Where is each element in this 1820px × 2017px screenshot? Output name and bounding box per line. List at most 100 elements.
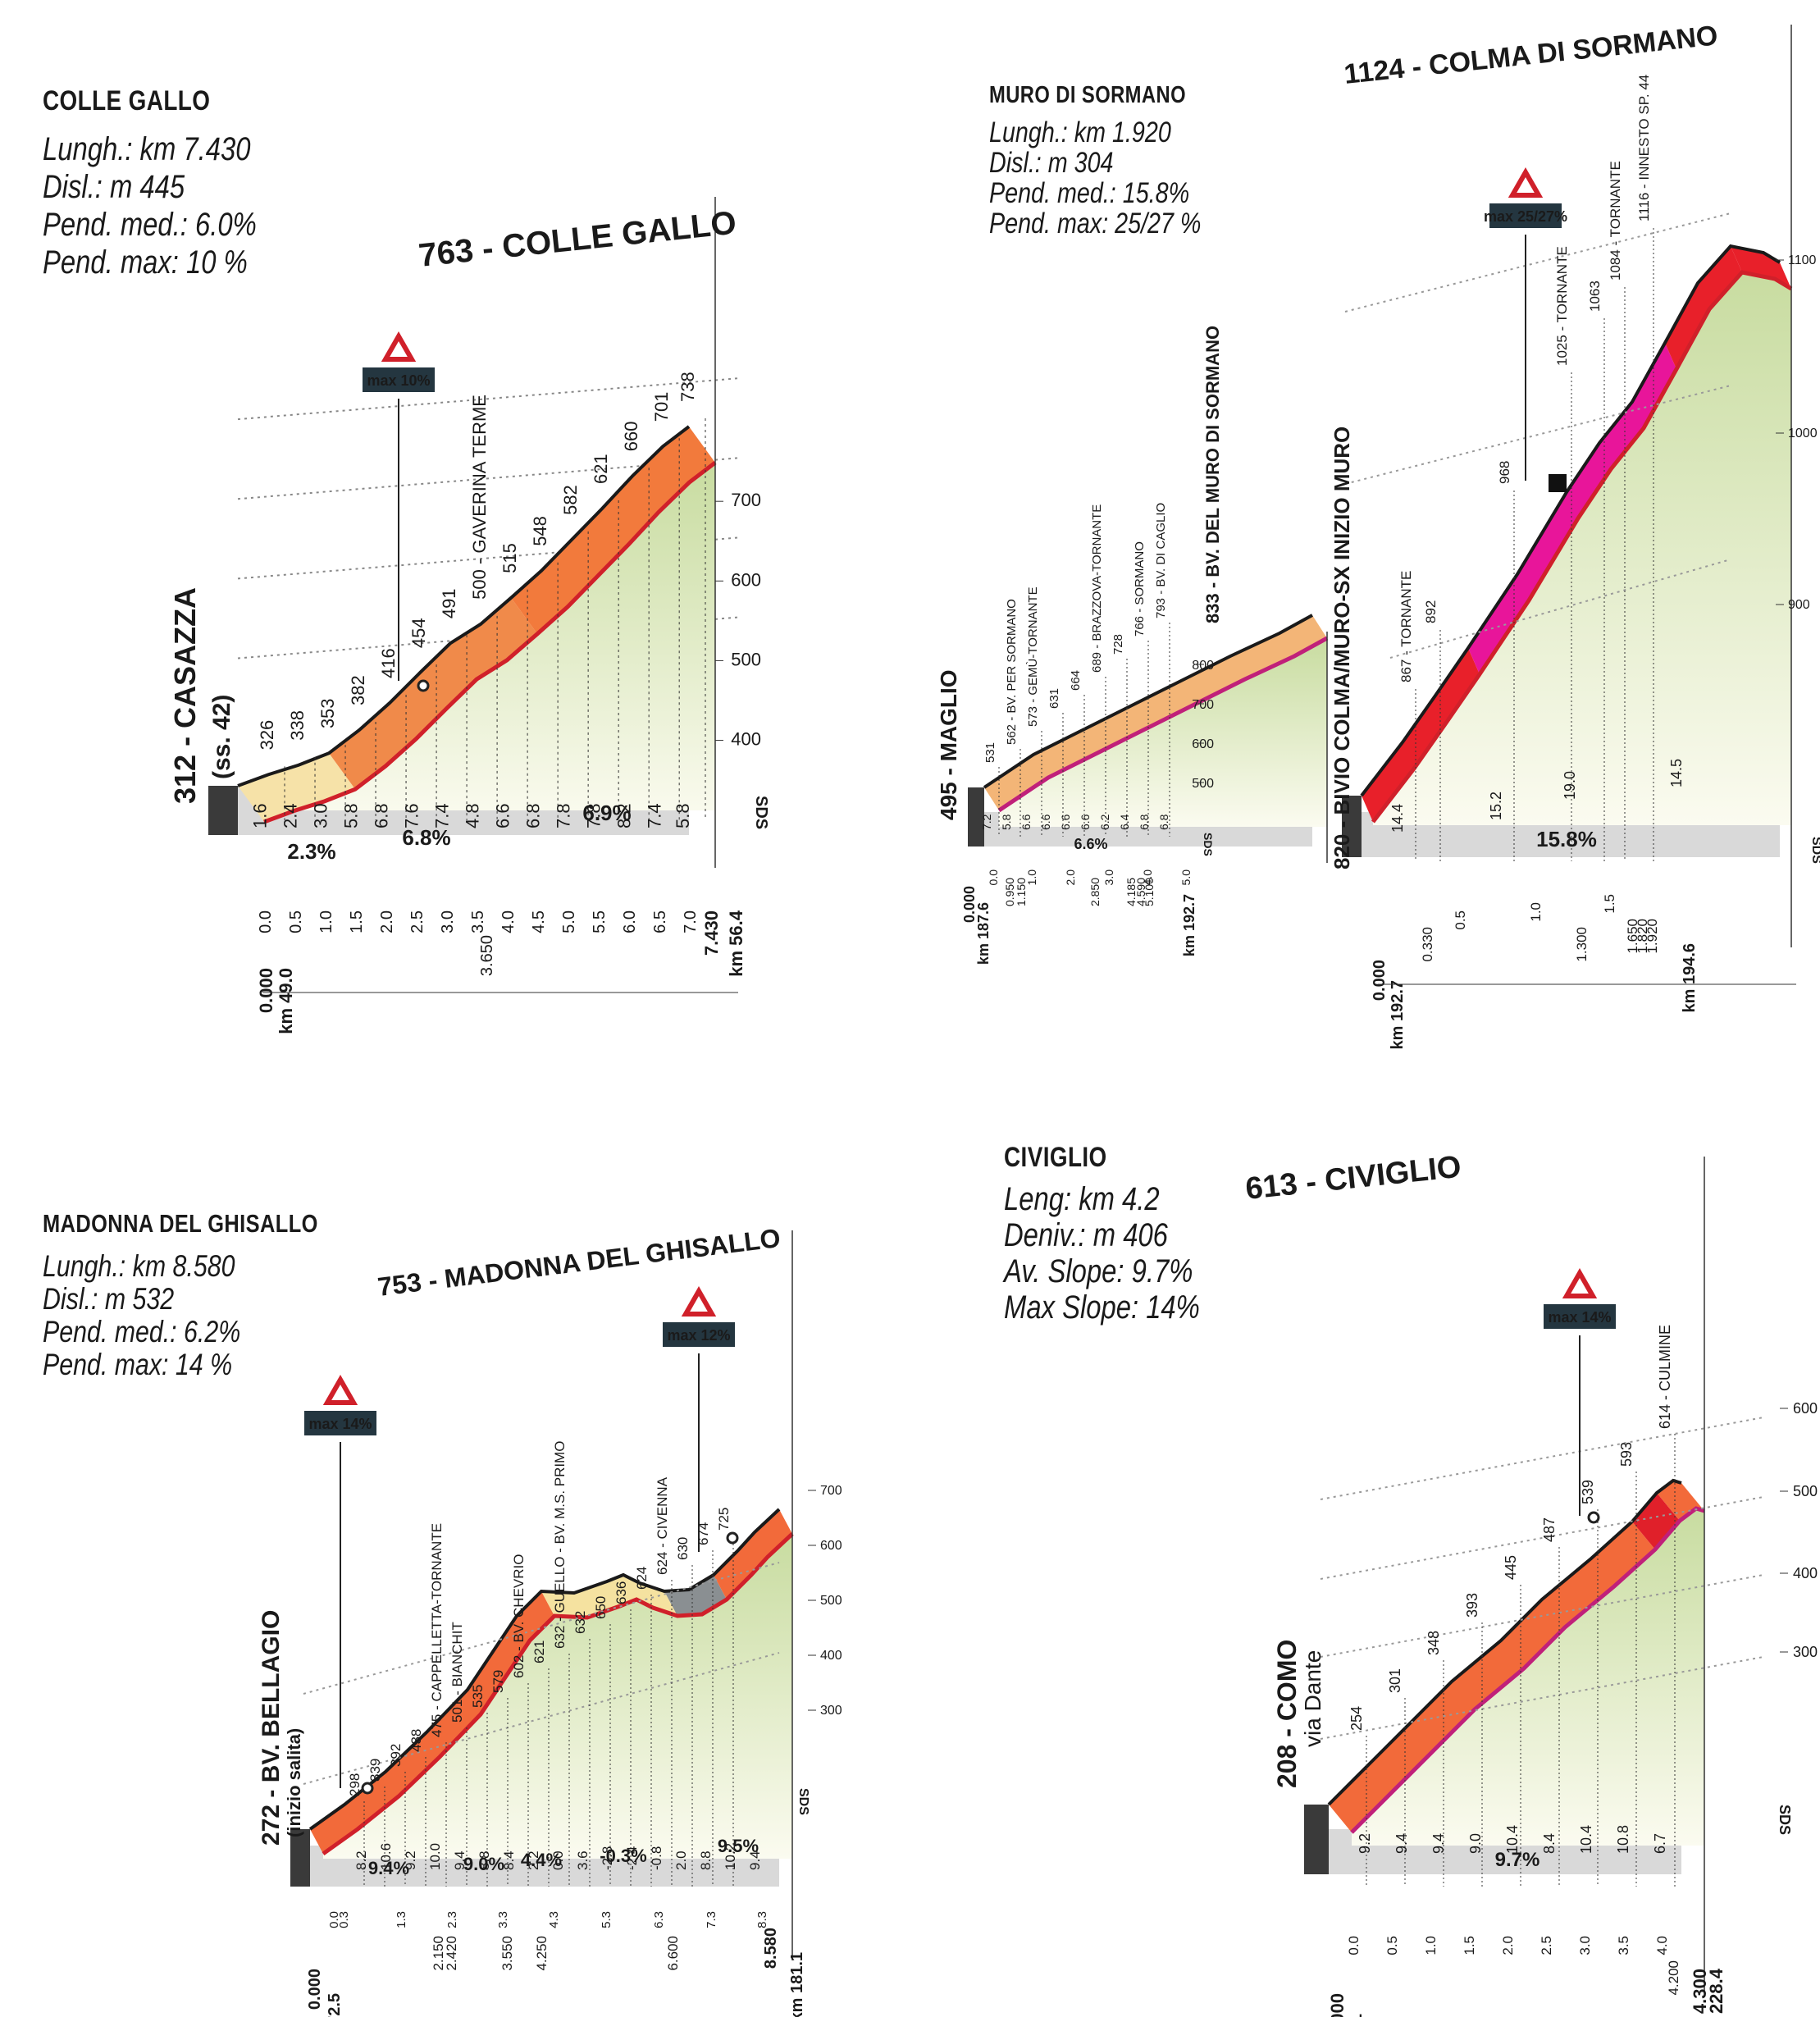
band-slope: 15.8% xyxy=(1536,827,1597,851)
profile-segment xyxy=(664,1575,727,1616)
sds-logo: SDS xyxy=(796,1788,810,1815)
slope-label: 6.8 xyxy=(1138,814,1151,830)
km-tick: 3.0 xyxy=(1577,1936,1593,1955)
end-km: 7.430 xyxy=(701,910,722,956)
summit-label: 833 - BV. DEL MURO DI SORMANO xyxy=(1202,326,1223,623)
altitude-label: 382 xyxy=(348,675,368,705)
start-sub: (inizio salita) xyxy=(284,1728,304,1837)
start-side xyxy=(208,786,238,835)
y-tick-label: 800 xyxy=(1192,659,1214,673)
altitude-label: 326 xyxy=(257,720,277,751)
stat-length: Leng: km 4.2 xyxy=(1004,1181,1160,1217)
slope-label: 14.5 xyxy=(1668,759,1685,787)
slope-label: 2.4 xyxy=(281,803,301,828)
band-slope: 6.8% xyxy=(402,825,450,850)
sds-logo: SDS xyxy=(752,796,770,829)
y-tick-label: 700 xyxy=(1192,698,1214,712)
profile-segment xyxy=(1329,1522,1655,1832)
slope-label: 10.8 xyxy=(1615,1825,1631,1854)
km-tick: 3.5 xyxy=(469,910,487,933)
stat-max-slope: Pend. max: 25/27 % xyxy=(989,208,1202,240)
start-km-total: km 49.0 xyxy=(276,968,296,1034)
max-badge xyxy=(1489,203,1562,228)
km-extra: 4.185 xyxy=(1124,878,1138,906)
max-badge-label: max 10% xyxy=(367,372,430,389)
band-slope: 9.4% xyxy=(368,1858,409,1878)
start-km-total: km 187.6 xyxy=(975,902,992,965)
altitude-label: 664 xyxy=(1069,670,1083,691)
altitude-label: 475 - CAPPELLETTA-TORNANTE xyxy=(429,1523,445,1737)
altitude-label: 793 - BV. DI CAGLIO xyxy=(1154,503,1168,618)
warning-icon xyxy=(1508,167,1544,198)
km-tick: 5.3 xyxy=(600,1911,614,1928)
slope-label: -0.8 xyxy=(649,1846,664,1870)
slope-label: 6.7 xyxy=(1652,1833,1668,1854)
start-label: 495 - MAGLIO xyxy=(936,669,961,820)
km-tick: 6.5 xyxy=(651,910,669,933)
slope-label: 5.8 xyxy=(673,803,693,828)
altitude-label: 621 xyxy=(531,1641,547,1663)
warning-icon xyxy=(1562,1267,1598,1298)
end-km-total: km 181.1 xyxy=(788,1952,806,2017)
km-extra: 1.150 xyxy=(1015,878,1028,906)
altitude-label: 548 xyxy=(530,516,550,546)
start-side xyxy=(1304,1805,1329,1874)
profile-chart: 500 600 700 800 531 562 - BV. PER SORMANO 573 … xyxy=(936,326,1329,965)
altitude-label: 573 - GEMÙ-TORNANTE xyxy=(1026,586,1040,727)
profile-chart: 300 400 500 600 254 301 348 393 445 487 539 593 614 … xyxy=(1244,1150,1818,2017)
altitude-label: 632 - GUELLO - BV. M.S. PRIMO xyxy=(552,1440,568,1649)
gridline xyxy=(1389,559,1731,659)
warning-icon xyxy=(381,331,417,362)
climb-title: MADONNA DEL GHISALLO xyxy=(43,1209,318,1238)
slope-label: 5.8 xyxy=(1000,814,1013,830)
stat-elevation: Disl.: m 304 xyxy=(989,147,1114,179)
slope-label: 9.4 xyxy=(452,1850,468,1870)
profile-chart: 400 500 600 700 326 338 353 382 416 454 491 500 - G… xyxy=(168,197,770,1034)
slope-label: 6.6 xyxy=(1019,814,1033,830)
panel-civiglio: CIVIGLIO Leng: km 4.2 Deniv.: m 406 Av. … xyxy=(943,1066,1820,2017)
altitude-label: 892 xyxy=(1423,600,1439,623)
profile-chart: 900 1000 1100 867 - TORNANTE 892 968 1025 - TO… xyxy=(1330,20,1820,1049)
altitude-label: 650 xyxy=(593,1596,609,1619)
km-tick: 0.0 xyxy=(257,910,275,933)
altitude-label: 689 - BRAZZOVA-TORNANTE xyxy=(1090,504,1104,673)
km-extra: 3.650 xyxy=(478,935,496,976)
start-sub: (ss. 42) xyxy=(208,695,235,779)
stat-avg-slope: Pend. med.: 15.8% xyxy=(989,177,1190,209)
altitude-label: 338 xyxy=(287,710,308,741)
slope-label: 5.8 xyxy=(341,803,362,828)
end-km: 4.300 xyxy=(1690,1969,1710,2014)
slope-label: 14.4 xyxy=(1389,804,1406,833)
y-tick-label: 300 xyxy=(1793,1644,1818,1660)
stat-max-slope: Pend. max: 14 % xyxy=(43,1348,233,1381)
y-tick-label: 600 xyxy=(731,569,761,590)
km-tick: 1.3 xyxy=(395,1911,408,1928)
altitude-label: 1084 - TORNANTE xyxy=(1608,161,1623,281)
km-extra: 6.600 xyxy=(665,1936,681,1971)
start-label: 272 - BV. BELLAGIO xyxy=(258,1610,285,1846)
y-tick-label: 700 xyxy=(820,1484,842,1498)
start-label: 208 - COMO xyxy=(1272,1640,1302,1788)
start-side xyxy=(1342,796,1362,857)
max-badge xyxy=(304,1411,376,1435)
km-tick: 0.0 xyxy=(327,1911,341,1928)
km-extra: 2.420 xyxy=(444,1936,459,1971)
summit-label: 753 - MADONNA DEL GHISALLO xyxy=(376,1223,782,1302)
km-tick: 2.0 xyxy=(1064,869,1077,886)
slope-label: 9.4 xyxy=(1394,1833,1410,1854)
km-tick: 5.5 xyxy=(591,910,609,933)
slope-label: 8.2 xyxy=(354,1850,369,1870)
altitude-label: 531 xyxy=(983,742,997,763)
slope-label: 2.2 xyxy=(526,1850,541,1870)
slope-label: 9.4 xyxy=(1430,1833,1447,1854)
summit-label: 1124 - COLMA DI SORMANO xyxy=(1343,20,1719,90)
slope-label: 2.0 xyxy=(673,1850,689,1870)
altitude-label: 454 xyxy=(408,618,429,648)
warning-icon xyxy=(322,1374,358,1405)
sds-logo: SDS xyxy=(1777,1805,1793,1835)
panel-madonna-del-ghisallo: MADONNA DEL GHISALLO Lungh.: km 8.580 Di… xyxy=(0,1066,902,2017)
km-tick: 5.0 xyxy=(1179,869,1193,886)
band-slope: -0.3% xyxy=(600,1846,646,1866)
km-tick: 0.5 xyxy=(287,910,305,933)
altitude-label: 501 - BIANCHIT xyxy=(449,1622,465,1723)
